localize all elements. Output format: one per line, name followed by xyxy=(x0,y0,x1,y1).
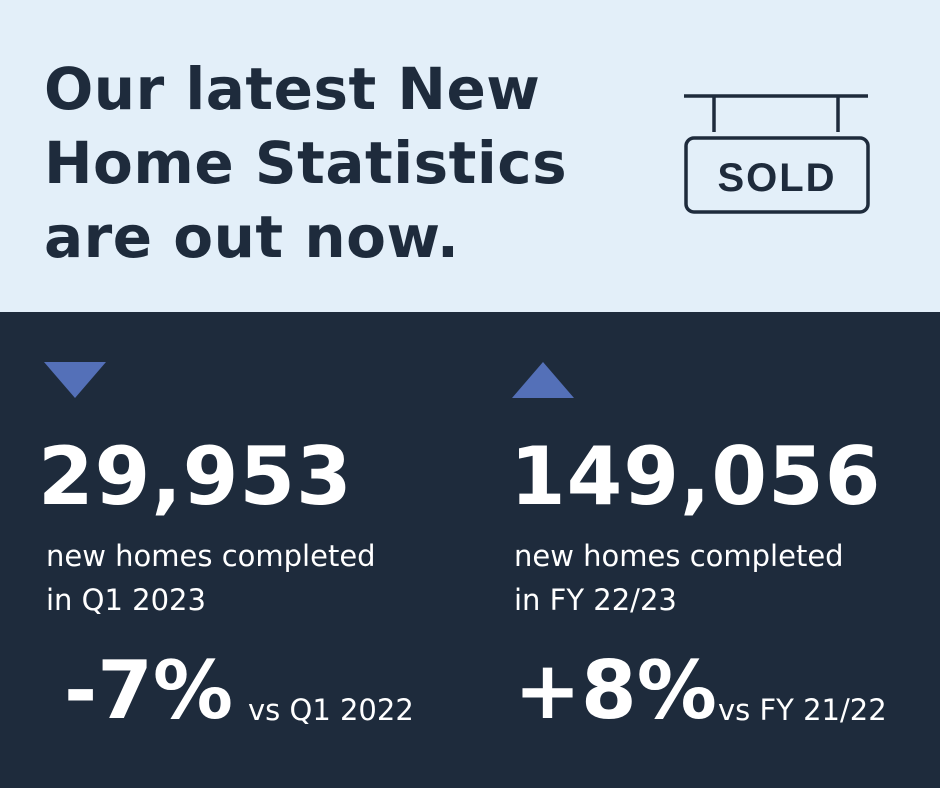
stat-description-fy: new homes completed in FY 22/23 xyxy=(514,534,844,622)
stat-value-q1: 29,953 xyxy=(38,430,353,523)
stat-value-fy: 149,056 xyxy=(510,430,882,523)
stat-comparison-fy: vs FY 21/22 xyxy=(718,693,887,727)
stat-change-fy: +8% xyxy=(514,644,717,737)
headline-line-1: Our latest New xyxy=(44,55,541,123)
stat-comparison-q1: vs Q1 2022 xyxy=(248,693,414,727)
stats-section: 29,953 new homes completed in Q1 2023 -7… xyxy=(0,312,940,788)
headline-line-3: are out now. xyxy=(44,203,460,271)
up-triangle-icon xyxy=(512,362,574,398)
headline: Our latest New Home Statistics are out n… xyxy=(44,52,567,274)
stat-description-q1-line-1: new homes completed xyxy=(46,539,376,573)
stat-description-fy-line-2: in FY 22/23 xyxy=(514,583,677,617)
header-section: Our latest New Home Statistics are out n… xyxy=(0,0,940,312)
sign-text: SOLD xyxy=(717,156,836,200)
stat-change-q1: -7% xyxy=(64,644,234,737)
sold-sign-icon: SOLD xyxy=(684,94,870,214)
stat-description-q1-line-2: in Q1 2023 xyxy=(46,583,206,617)
stat-description-q1: new homes completed in Q1 2023 xyxy=(46,534,376,622)
headline-line-2: Home Statistics xyxy=(44,129,568,197)
stat-description-fy-line-1: new homes completed xyxy=(514,539,844,573)
down-triangle-icon xyxy=(44,362,106,398)
